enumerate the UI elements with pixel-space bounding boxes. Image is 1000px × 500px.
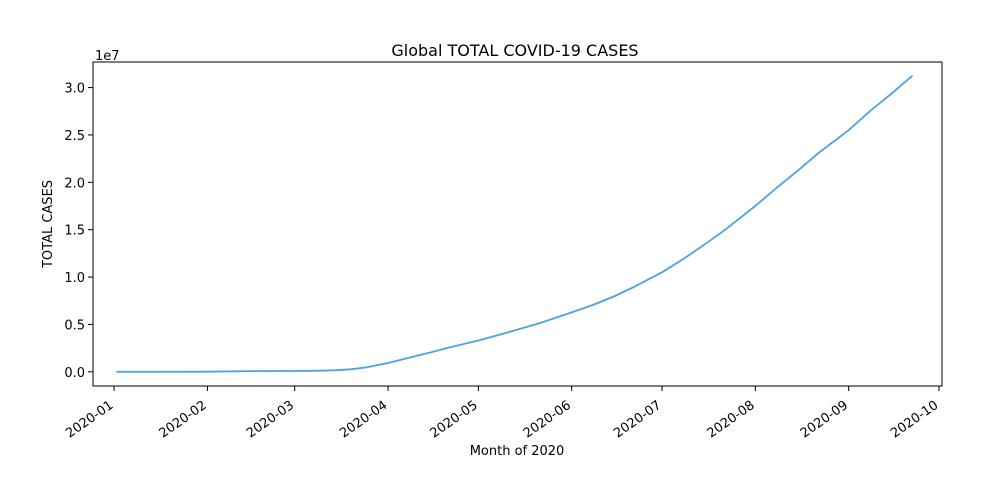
y-axis-label: TOTAL CASES	[41, 180, 56, 269]
x-axis-label: Month of 2020	[470, 444, 565, 459]
x-tick-label: 2020-08	[705, 398, 758, 441]
chart-title: Global TOTAL COVID-19 CASES	[391, 41, 638, 60]
x-tick-label: 2020-01	[63, 398, 116, 441]
plot-frame	[92, 61, 943, 387]
x-tick-label: 2020-07	[611, 398, 664, 441]
x-tick-label: 2020-05	[428, 398, 481, 441]
y-tick-label: 1.0	[64, 271, 85, 286]
y-tick-label: 1.5	[64, 224, 85, 239]
y-tick-label: 3.0	[64, 82, 85, 97]
y-tick-label: 2.5	[64, 129, 85, 144]
series-line	[116, 75, 913, 373]
y-tick-label: 0.0	[64, 366, 85, 381]
x-tick-label: 2020-10	[888, 398, 941, 441]
x-tick-label: 2020-06	[521, 398, 574, 441]
y-axis: 0.0 0.5 1.0 1.5 2.0 2.5 3.0	[64, 82, 93, 381]
x-tick-label: 2020-09	[798, 398, 851, 441]
y-tick-label: 2.0	[64, 176, 85, 191]
y-offset-label: 1e7	[95, 49, 120, 64]
y-tick-label: 0.5	[64, 318, 85, 333]
x-tick-label: 2020-03	[244, 398, 297, 441]
x-tick-label: 2020-02	[157, 398, 210, 441]
x-axis: 2020-01 2020-02 2020-03 2020-04 2020-05 2020-…	[63, 386, 941, 441]
series-layer	[116, 75, 913, 373]
x-tick-label: 2020-04	[337, 398, 390, 441]
